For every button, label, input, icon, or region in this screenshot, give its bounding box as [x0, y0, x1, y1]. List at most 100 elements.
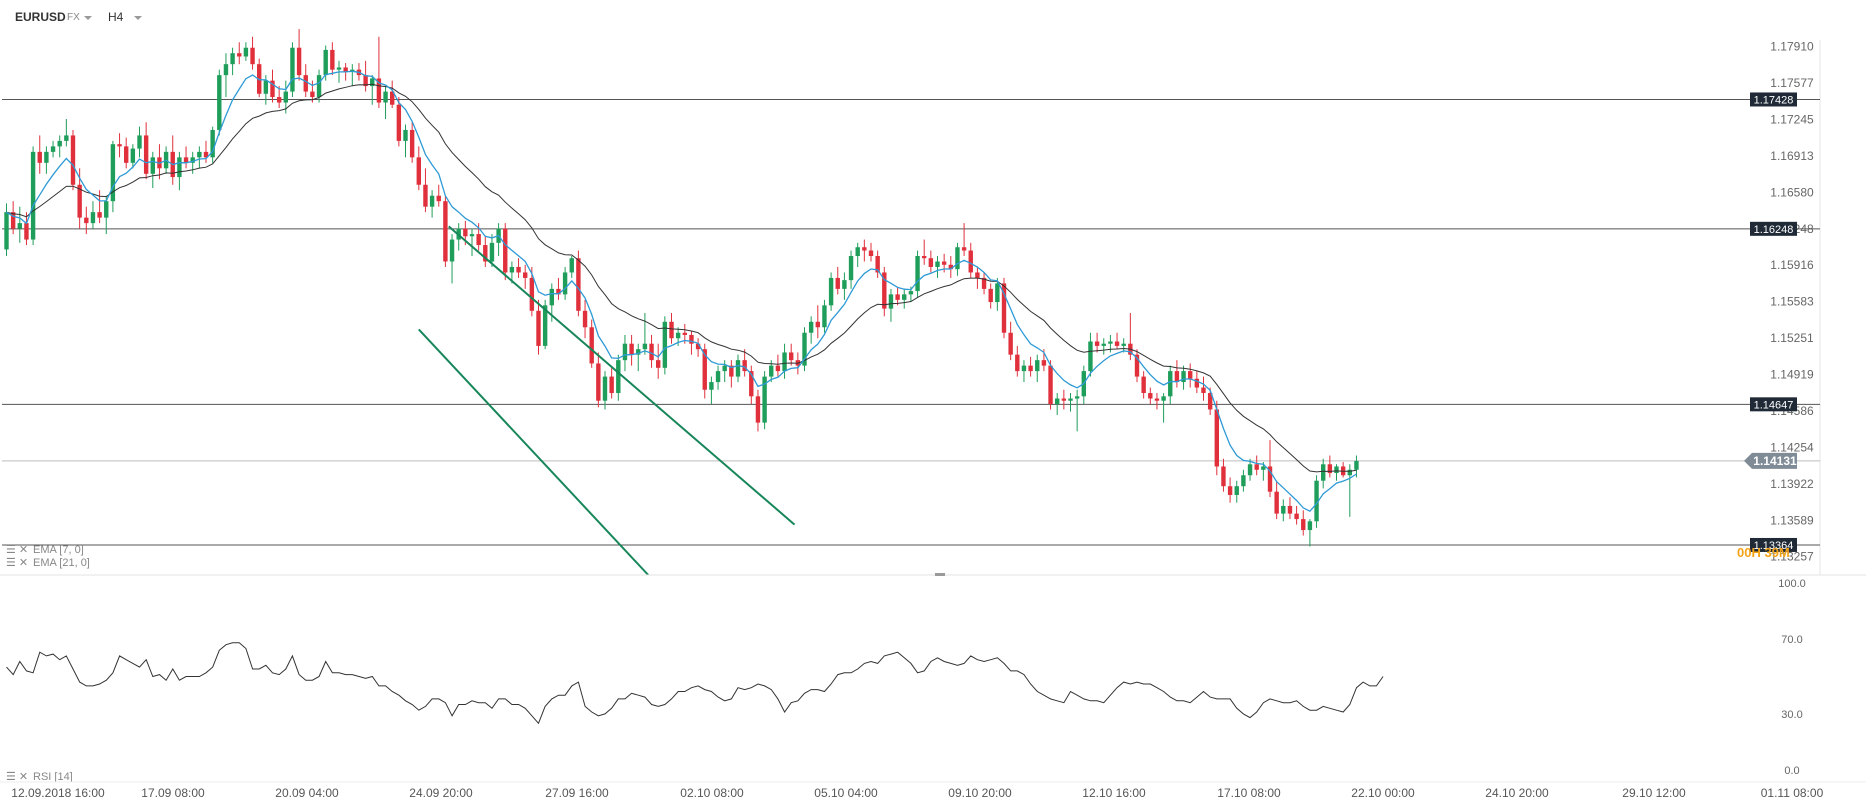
candle-body: [762, 376, 767, 423]
rsi-tick-label: 0.0: [1784, 765, 1799, 777]
candle-body: [177, 157, 182, 178]
candle-body: [1141, 376, 1146, 394]
candle-body: [815, 321, 820, 328]
candle-body: [542, 305, 548, 346]
price-tick-label: 1.14254: [1770, 440, 1814, 454]
timeframe-selector[interactable]: H4: [108, 10, 124, 24]
candle-body: [902, 294, 907, 300]
rsi-tick-label: 30.0: [1781, 709, 1802, 721]
candle-body: [616, 360, 621, 394]
time-tick-label: 27.09 16:00: [545, 786, 609, 800]
candle-body: [828, 277, 834, 306]
ema-fast-legend[interactable]: EMA [7, 0]: [33, 544, 84, 556]
rsi-tick-label: 70.0: [1781, 634, 1802, 646]
level-tag: [1750, 537, 1797, 552]
candle-body: [669, 321, 674, 339]
candle-body: [77, 184, 82, 218]
market-chevron-down-icon[interactable]: [84, 16, 92, 20]
candle-body: [842, 280, 847, 289]
ema-fast-line: [6, 70, 1357, 513]
candle-body: [303, 75, 308, 92]
candle-body: [1347, 469, 1352, 476]
candle-body: [104, 201, 109, 218]
candle-body: [609, 376, 614, 394]
candle-body: [995, 283, 1000, 303]
candle-body: [64, 135, 69, 141]
candle-body: [1068, 398, 1073, 401]
candle-body: [642, 343, 648, 350]
candle-body: [110, 144, 116, 202]
candle-body: [1327, 464, 1333, 474]
indicator-legend: ☰ ✕ EMA [7, 0] ☰ ✕ EMA [21, 0]: [6, 544, 90, 569]
rsi-menu-icon[interactable]: ☰ ✕: [6, 771, 28, 783]
market-selector[interactable]: FX: [67, 12, 80, 23]
candle-body: [1055, 398, 1060, 404]
candle-body: [183, 157, 189, 163]
candle-body: [516, 266, 521, 273]
candle-body: [715, 371, 721, 383]
candle-body: [1227, 486, 1233, 495]
symbol-label[interactable]: EURUSD: [15, 10, 66, 24]
pane-resize-handle[interactable]: [935, 573, 945, 576]
candle-body: [1201, 387, 1206, 394]
candle-body: [30, 151, 36, 240]
candle-body: [1274, 491, 1279, 514]
candle-body: [755, 396, 761, 423]
candle-body: [928, 258, 934, 267]
candle-body: [1261, 466, 1266, 470]
time-tick-label: 12.10 16:00: [1082, 786, 1146, 800]
candle-body: [695, 343, 701, 350]
candle-body: [622, 343, 628, 361]
level-tag: [1750, 221, 1797, 236]
candle-body: [1041, 360, 1047, 366]
candle-body: [436, 195, 441, 202]
candle-body: [562, 272, 568, 295]
level-tag-label: 1.13364: [1754, 540, 1794, 552]
level-tag: [1750, 397, 1797, 412]
candle-body: [895, 294, 900, 300]
candle-body: [875, 256, 880, 273]
candle-body: [662, 321, 668, 368]
time-tick-label: 29.10 12:00: [1622, 786, 1686, 800]
candle-body: [855, 247, 860, 257]
candle-body: [263, 80, 269, 94]
candle-body: [237, 53, 242, 57]
candle-body: [1294, 513, 1299, 520]
candle-body: [1221, 466, 1226, 487]
candle-body: [1114, 341, 1120, 346]
price-tick-label: 1.15583: [1770, 295, 1814, 309]
legend-menu-icon[interactable]: ☰ ✕: [6, 544, 28, 556]
candle-body: [1287, 505, 1293, 514]
level-tag: [1750, 92, 1797, 107]
price-tick-label: 1.13589: [1770, 513, 1814, 527]
candle-body: [283, 91, 288, 103]
horizontal-levels: 1.17428 1.16248 1.14647 1.13364: [2, 92, 1820, 552]
candle-body: [17, 223, 22, 229]
price-axis: 1.179101.175771.172451.169131.165801.162…: [1770, 40, 1814, 564]
candle-body: [1015, 354, 1020, 372]
timeframe-chevron-down-icon[interactable]: [134, 16, 142, 20]
ema-slow-legend[interactable]: EMA [21, 0]: [33, 557, 90, 569]
time-tick-label: 24.09 20:00: [409, 786, 473, 800]
candle-body: [848, 256, 854, 281]
candle-body: [602, 376, 608, 401]
channel-trendlines[interactable]: [418, 225, 796, 576]
candle-body: [822, 305, 827, 328]
candle-body: [636, 349, 641, 355]
candle-body: [1101, 343, 1106, 346]
rsi-legend[interactable]: RSI [14]: [33, 771, 73, 783]
candle-body: [1334, 466, 1339, 474]
legend-menu-icon[interactable]: ☰ ✕: [6, 557, 28, 569]
price-tick-label: 1.13257: [1770, 550, 1814, 564]
candle-body: [742, 360, 747, 372]
candle-body: [649, 343, 654, 361]
candle-body: [1207, 393, 1213, 410]
candle-body: [935, 261, 940, 267]
time-tick-label: 24.10 20:00: [1485, 786, 1549, 800]
candle-body: [130, 148, 136, 163]
candle-body: [150, 157, 155, 174]
candle-body: [1301, 519, 1306, 531]
candle-body: [137, 135, 142, 149]
candle-body: [270, 80, 275, 98]
